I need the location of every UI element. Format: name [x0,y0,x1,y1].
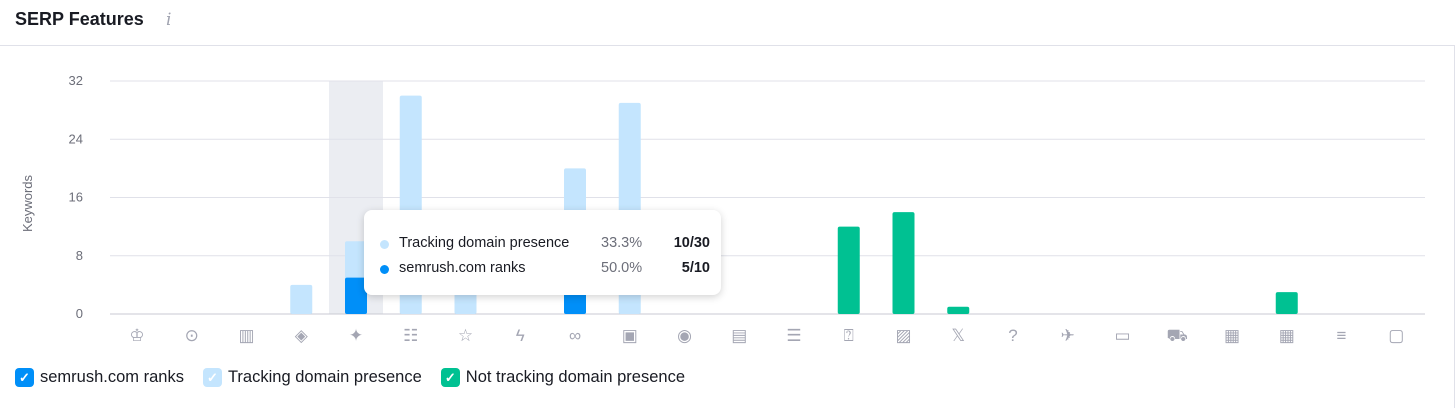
chart-tooltip: Tracking domain presence 33.3% 10/30 sem… [364,210,721,295]
not-tracking-bar-people-also-ask [837,226,860,314]
reviews-icon[interactable]: ☆ [458,326,473,345]
y-axis-label: Keywords [20,174,35,232]
ads-top-icon[interactable]: ▦ [1224,326,1240,345]
tooltip-label: Tracking domain presence [399,235,570,251]
widget-title: SERP Features [15,9,144,29]
video-carousel-icon[interactable]: ◉ [677,326,692,345]
featured-video-icon[interactable]: ≡ [1337,326,1347,345]
knowledge-panel-icon[interactable]: ◈ [295,326,309,345]
news-icon[interactable]: ▤ [731,326,747,345]
table-icon[interactable]: ☰ [786,326,801,345]
tooltip-percent: 33.3% [601,235,643,251]
tooltip-percent: 50.0% [601,260,643,276]
checkbox-checked-icon[interactable]: ✓ [440,368,460,387]
widget-header: SERP Features i [0,0,1455,46]
tooltip-value: 10/30 [673,235,710,251]
y-tick-label: 8 [76,248,83,263]
chart-legend: ✓ semrush.com ranks ✓ Tracking domain pres… [15,368,685,387]
y-tick-label: 16 [69,190,83,205]
legend-label: Not tracking domain presence [465,368,685,386]
legend-item-tracking[interactable]: ✓ Tracking domain presence [202,368,422,387]
tooltip-row-tracking: Tracking domain presence 33.3% 10/30 [380,235,710,255]
tracking-bar-knowledge-panel [290,284,313,314]
y-tick-label: 32 [69,73,83,88]
legend-item-not-tracking[interactable]: ✓ Not tracking domain presence [440,368,685,387]
local-pack-icon[interactable]: ⊙ [185,326,199,345]
featured-snippet-icon[interactable]: ☷ [403,326,418,345]
top-stories-icon[interactable]: ♔ [129,326,144,345]
not-tracking-bar-twitter [947,306,970,314]
sitelinks-icon[interactable]: ∞ [569,326,581,345]
info-icon[interactable]: i [166,10,172,30]
people-also-ask-icon[interactable]: ⍰ [844,326,854,345]
ads-bottom-icon[interactable]: ▦ [1279,326,1295,345]
not-tracking-bar-ads-bottom [1275,292,1298,314]
hotels-icon[interactable]: ▥ [238,326,254,345]
checkbox-checked-icon[interactable]: ✓ [202,368,222,387]
serp-features-chart: 0 8 16 24 32 Keywords ♔ ⊙ ▥ ◈ ✦ ☷ ☆ ϟ ∞ ▣ ◉ ▤ ☰ ⍰ ▨ 𝕏? ✈ ▭ ⛟ ▦ ▦ ≡ ▢ [20,73,1425,345]
legend-label: semrush.com ranks [40,368,184,386]
tv-icon[interactable]: ▢ [1388,326,1404,345]
ranks-dot-icon [380,265,389,274]
jobs-icon[interactable]: ▭ [1114,326,1130,345]
ai-overview-icon[interactable]: ✦ [349,326,363,345]
amp-icon[interactable]: ϟ [516,326,525,345]
shopping-icon[interactable]: ⛟ [1167,326,1188,345]
tracking-dot-icon [380,240,389,249]
legend-item-ranks[interactable]: ✓ semrush.com ranks [15,368,184,387]
not-tracking-bar-image-pack [892,212,915,314]
flights-icon[interactable]: ✈ [1061,326,1075,345]
ranks-bar-ai-overview [345,277,367,314]
tooltip-value: 5/10 [681,260,710,276]
legend-label: Tracking domain presence [227,368,422,386]
faq-icon[interactable]: ? [1008,326,1017,345]
tooltip-label: semrush.com ranks [399,260,526,276]
video-icon[interactable]: ▣ [622,326,638,345]
image-pack-icon[interactable]: ▨ [895,326,911,345]
y-tick-label: 0 [76,306,83,321]
tooltip-row-ranks: semrush.com ranks 50.0% 5/10 [380,260,710,280]
y-tick-label: 24 [69,131,83,146]
checkbox-checked-icon[interactable]: ✓ [15,368,34,387]
twitter-icon[interactable]: 𝕏 [951,326,965,345]
